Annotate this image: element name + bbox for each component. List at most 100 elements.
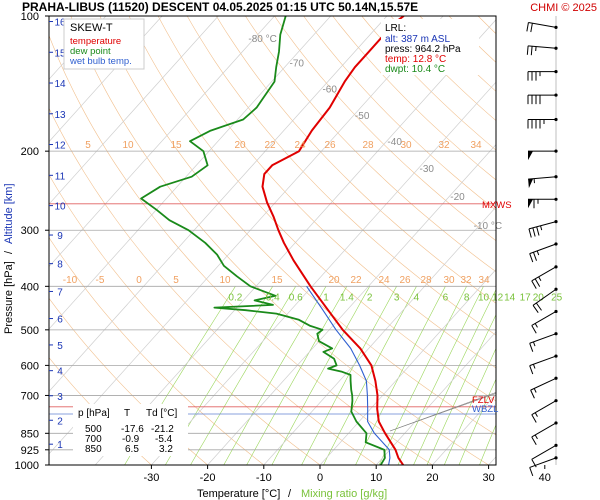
wind-barb-dot bbox=[554, 421, 558, 425]
wind-barb-half-flag bbox=[533, 388, 537, 393]
altitude-tick-label: 4 bbox=[57, 367, 63, 378]
dry-adiabat-label: 5 bbox=[173, 275, 179, 286]
wind-barb bbox=[529, 456, 558, 477]
isotherm-line bbox=[488, 456, 496, 465]
x-axis-ticks: -30 -20 -10 0 10 20 30 40 bbox=[143, 465, 551, 484]
grid-labels: -80 °C-70-60-50-40-30-20-10 °C0.2 0.4 0.6 1… bbox=[63, 34, 563, 303]
x-tick-label: 20 bbox=[426, 472, 438, 484]
series-line-temperature bbox=[261, 16, 405, 465]
dry-adiabat-line bbox=[99, 16, 496, 436]
dry-adiabat-label: 30 bbox=[400, 140, 412, 151]
table-header-p: p [hPa] bbox=[78, 408, 110, 419]
mixing-ratio-line bbox=[246, 286, 348, 465]
dry-adiabat-label: 24 bbox=[378, 275, 390, 286]
level-markers bbox=[49, 203, 496, 432]
wind-barb-shaft bbox=[531, 400, 557, 416]
isotherm-line bbox=[94, 19, 496, 465]
wind-barb bbox=[527, 70, 558, 81]
wind-barb-dot bbox=[554, 354, 558, 358]
wind-barb bbox=[532, 287, 558, 313]
altitude-tick-label: 7 bbox=[57, 287, 63, 298]
wind-barb bbox=[531, 421, 558, 445]
mixing-ratio-line bbox=[323, 286, 417, 465]
altitude-tick-label: 14 bbox=[54, 79, 66, 90]
isotherm-line bbox=[49, 16, 444, 455]
mixing-ratio-label: 0.4 bbox=[266, 292, 280, 303]
x-axis-label-sep: / bbox=[288, 488, 292, 500]
series-line-dew-point bbox=[140, 16, 386, 465]
dry-adiabat-label: 26 bbox=[399, 275, 411, 286]
x-tick-label: -30 bbox=[143, 472, 159, 484]
mixing-ratio-label: 14 bbox=[504, 292, 516, 303]
table-header-t: T bbox=[124, 408, 130, 419]
wind-barb-flag bbox=[529, 467, 534, 477]
plot-area bbox=[49, 16, 600, 465]
wind-barb-flag bbox=[528, 228, 532, 238]
altitude-tick-label: 11 bbox=[55, 171, 66, 182]
mixing-ratio-label: 2 bbox=[367, 292, 373, 303]
mixing-ratio-label: 10 bbox=[478, 292, 490, 303]
lrl-box bbox=[381, 19, 479, 75]
wind-barb-shaft bbox=[532, 288, 557, 306]
wind-barb-shaft bbox=[531, 311, 557, 326]
mixing-ratio-line bbox=[271, 286, 370, 465]
x-tick-label: -20 bbox=[200, 472, 216, 484]
wind-barb bbox=[531, 265, 558, 289]
pressure-tick-label: 400 bbox=[21, 281, 39, 293]
dry-adiabat-line bbox=[245, 16, 496, 273]
wind-barb-shaft bbox=[528, 221, 557, 230]
wind-barb-half-flag bbox=[538, 276, 542, 282]
dry-adiabat-line bbox=[49, 297, 208, 465]
y-axis-label-altitude: Altitude [km] bbox=[3, 183, 15, 244]
dry-adiabat-label: 28 bbox=[362, 140, 374, 151]
wind-barb bbox=[528, 219, 558, 238]
parcel-line bbox=[389, 393, 496, 432]
mixing-ratio-line bbox=[497, 286, 572, 465]
wind-barb-flag bbox=[526, 22, 529, 32]
levels-table: p [hPa] T Td [°C] 500 -17.6 -21.2 700 -0… bbox=[73, 404, 188, 456]
pressure-tick-label: 850 bbox=[21, 428, 39, 440]
wind-barb bbox=[527, 93, 558, 105]
dry-adiabat-label: 10 bbox=[122, 140, 134, 151]
wind-barb bbox=[526, 45, 558, 56]
dry-adiabat-label: 15 bbox=[170, 140, 182, 151]
isotherm-line bbox=[49, 16, 219, 205]
isotherm-label: -50 bbox=[355, 111, 370, 122]
chart-title: PRAHA-LIBUS (11520) DESCENT 04.05.2025 0… bbox=[22, 0, 418, 14]
mixing-ratio-label: 0.6 bbox=[289, 292, 303, 303]
dry-adiabat-line bbox=[70, 16, 489, 465]
dry-adiabat-line bbox=[419, 16, 496, 92]
dry-adiabat-label: -5 bbox=[96, 275, 105, 286]
mixing-ratio-line bbox=[190, 286, 296, 465]
wind-barb bbox=[528, 149, 558, 161]
table-cell: 6.5 bbox=[125, 444, 139, 455]
dry-adiabat-label: 22 bbox=[264, 140, 276, 151]
wind-barb-shaft bbox=[529, 243, 557, 255]
altitude-tick-label: 3 bbox=[57, 392, 63, 403]
wind-barb-half-flag bbox=[534, 323, 538, 328]
wind-barb-dot bbox=[554, 93, 558, 97]
wind-barb-dot bbox=[554, 70, 558, 74]
wind-barb-dot bbox=[554, 443, 558, 447]
altitude-tick-label: 1 bbox=[57, 440, 63, 451]
wind-barb-dot bbox=[554, 46, 558, 50]
dry-adiabat-label: 20 bbox=[328, 275, 340, 286]
dry-adiabat-line bbox=[332, 16, 496, 181]
wbzl-label: WBZL bbox=[472, 404, 498, 415]
dry-adiabat-line bbox=[536, 16, 600, 465]
wind-barb-dot bbox=[554, 242, 558, 246]
dry-adiabat-label: 0 bbox=[136, 275, 142, 286]
isotherm-line bbox=[263, 206, 496, 465]
wind-barb-dot bbox=[554, 197, 558, 201]
wind-barb-dot bbox=[554, 376, 558, 380]
altitude-tick-label: 8 bbox=[57, 260, 63, 271]
mxws-label: MXWS bbox=[482, 200, 512, 211]
pressure-axis-ticks: 100 200 300 400 500 600 700 850 925 1000 bbox=[15, 11, 49, 472]
wind-barb-flag bbox=[532, 252, 537, 261]
wind-barb-flag bbox=[534, 278, 541, 287]
wind-barb-dot bbox=[554, 219, 558, 224]
mixing-ratio-label: 12 bbox=[492, 292, 504, 303]
mixing-ratio-label: 1.4 bbox=[340, 292, 354, 303]
isotherm-label: -20 bbox=[450, 192, 465, 203]
